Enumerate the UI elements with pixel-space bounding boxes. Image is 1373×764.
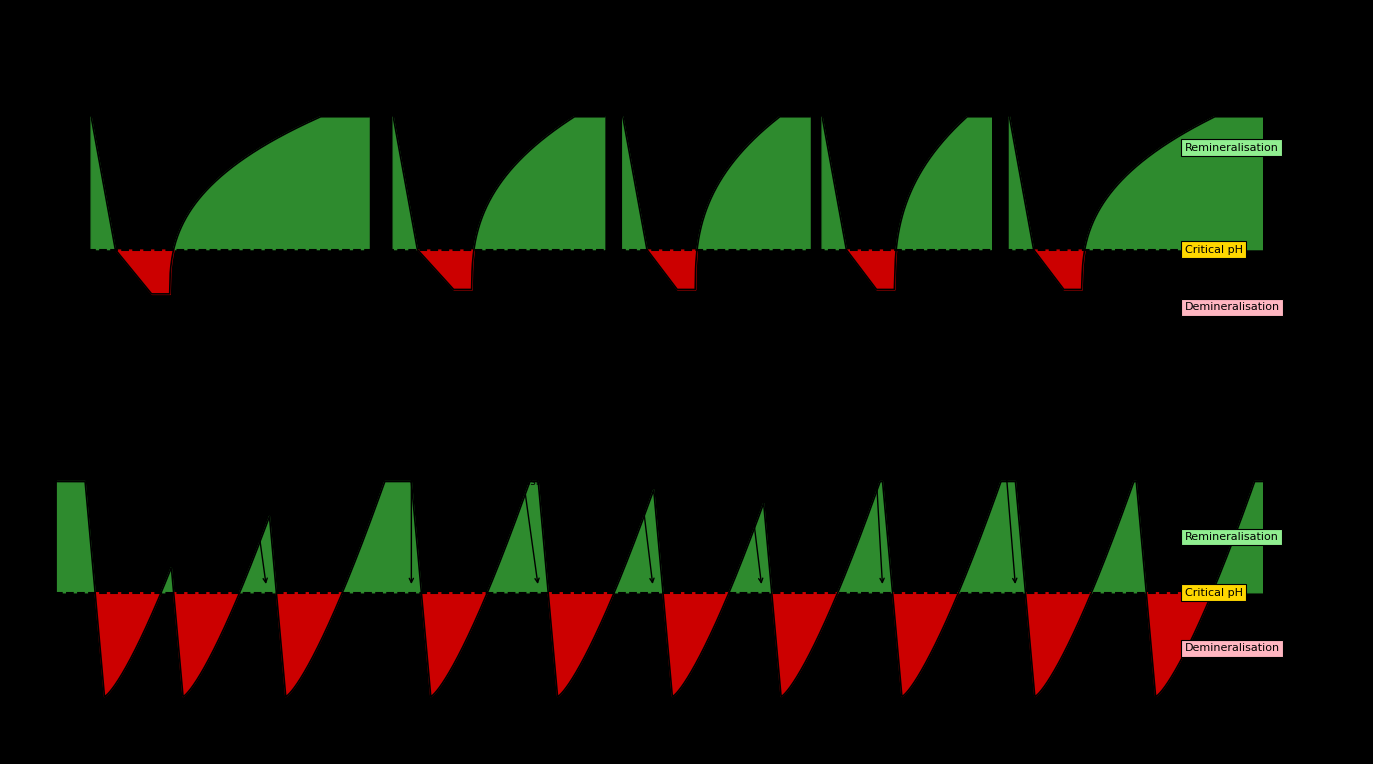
Text: Demineralisation: Demineralisation	[1185, 303, 1280, 312]
Text: After school
snack (crisps): After school snack (crisps)	[707, 427, 780, 582]
Text: Squash: Squash	[504, 478, 542, 582]
Text: (Plaque pH): (Plaque pH)	[60, 50, 135, 60]
Text: Critical pH: Critical pH	[1185, 588, 1243, 597]
Text: After school
snack (biscuit): After school snack (biscuit)	[597, 427, 673, 582]
Text: (cheese sandwich): (cheese sandwich)	[341, 9, 445, 19]
Text: Remineralisation: Remineralisation	[1185, 532, 1278, 542]
Text: Squash: Squash	[124, 478, 163, 583]
Text: Lunch
(cheese sandwich): Lunch (cheese sandwich)	[362, 427, 460, 582]
Text: Remineralisation: Remineralisation	[1185, 143, 1278, 153]
Text: Evening snack
(toast with
chocolate spread): Evening snack (toast with chocolate spre…	[953, 377, 1046, 582]
Text: Demineralisation: Demineralisation	[1185, 643, 1280, 653]
Text: (Plaque pH): (Plaque pH)	[60, 426, 135, 436]
Text: Dinner
(Spaghetti Bolognese): Dinner (Spaghetti Bolognese)	[816, 427, 932, 582]
Text: Morning snack
(chocolate bar): Morning snack (chocolate bar)	[206, 427, 286, 582]
Text: Critical pH: Critical pH	[1185, 244, 1243, 254]
